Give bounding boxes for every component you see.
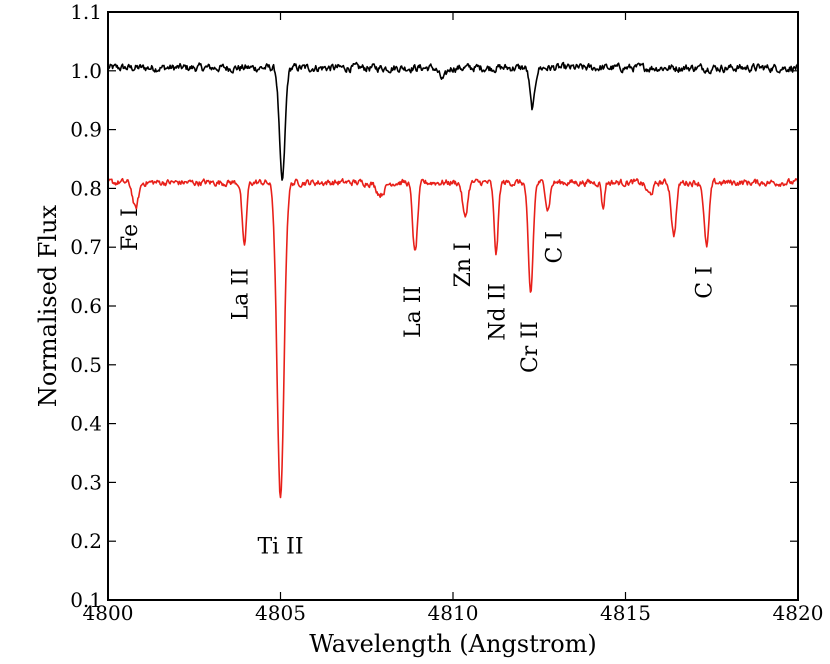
y-tick-label: 0.2 bbox=[70, 529, 102, 553]
y-tick-label: 0.6 bbox=[70, 294, 102, 318]
line-annotation: La II bbox=[228, 268, 253, 320]
x-axis-label: Wavelength (Angstrom) bbox=[309, 630, 597, 658]
line-annotation: Nd II bbox=[485, 283, 510, 341]
x-tick-label: 4820 bbox=[773, 601, 824, 625]
line-annotation: La II bbox=[401, 286, 426, 338]
line-annotation: C I bbox=[542, 231, 567, 264]
x-tick-label: 4800 bbox=[83, 601, 134, 625]
line-annotation: Fe I bbox=[118, 208, 143, 251]
x-tick-label: 4810 bbox=[428, 601, 479, 625]
line-annotation: Ti II bbox=[257, 535, 303, 560]
annotation-layer: Fe I La II Ti II La II Zn I Nd II Cr II C I C I bbox=[118, 208, 717, 559]
series-line-1 bbox=[107, 61, 799, 181]
y-tick-label: 0.8 bbox=[70, 176, 102, 200]
series-layer bbox=[107, 61, 799, 499]
x-tick-label: 4805 bbox=[255, 601, 306, 625]
x-tick-label: 4815 bbox=[600, 601, 651, 625]
line-annotation: Zn I bbox=[451, 242, 476, 287]
y-tick-label: 1.0 bbox=[70, 59, 102, 83]
plot-frame bbox=[107, 11, 799, 601]
line-annotation: Cr II bbox=[518, 321, 543, 373]
tick-layer: 4800 4805 4810 4815 4820 0.1 0.2 0.3 0.4 0.5 0.6 0.… bbox=[70, 0, 823, 625]
y-axis-label: Normalised Flux bbox=[34, 204, 62, 407]
y-tick-label: 0.4 bbox=[70, 412, 102, 436]
series-line-2 bbox=[107, 177, 799, 499]
line-annotation: C I bbox=[692, 266, 717, 299]
y-tick-label: 0.7 bbox=[70, 235, 102, 259]
y-tick-label: 0.3 bbox=[70, 470, 102, 494]
y-tick-label: 0.9 bbox=[70, 118, 102, 142]
y-tick-label: 1.1 bbox=[70, 0, 102, 24]
y-tick-label: 0.1 bbox=[70, 588, 102, 612]
y-tick-label: 0.5 bbox=[70, 353, 102, 377]
